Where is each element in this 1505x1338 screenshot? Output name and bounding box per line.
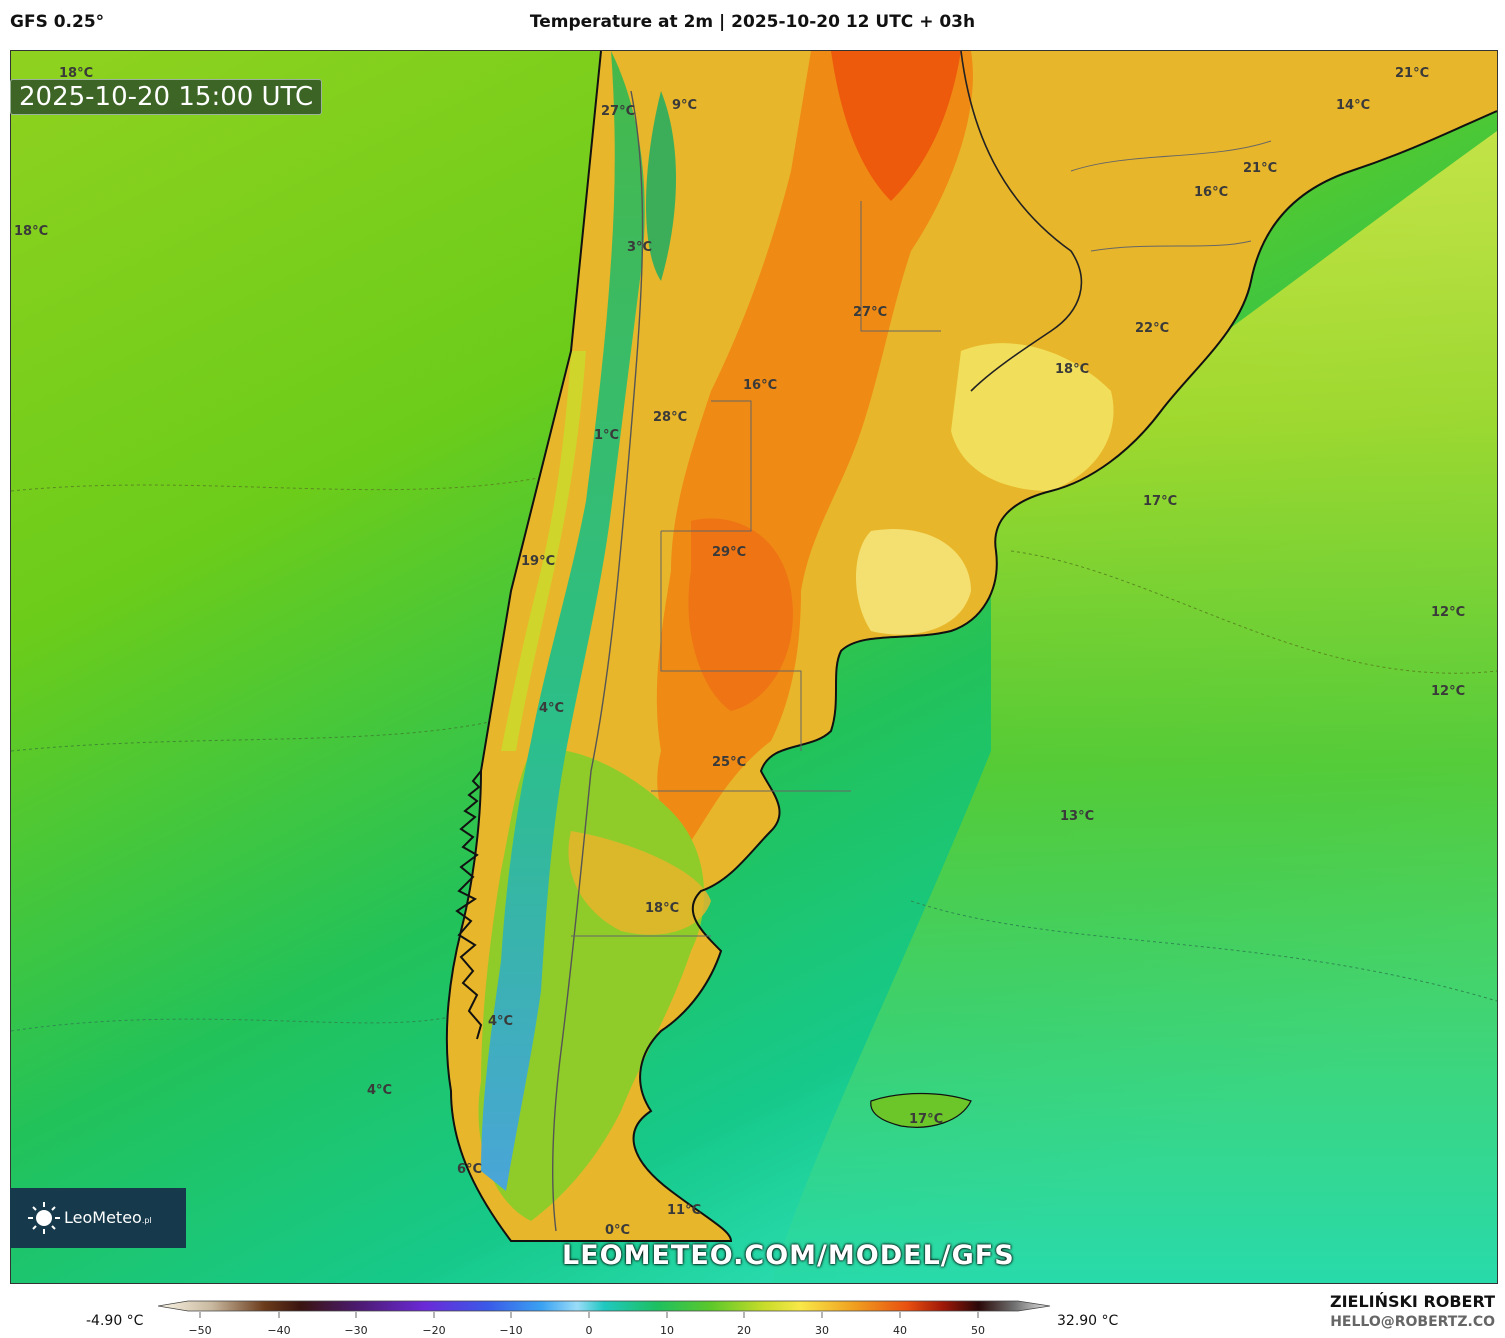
temp-label: 18°C: [1055, 362, 1089, 377]
colorbar: −50 −40 −30 −20 −10 0 10 20 30 40 50: [158, 1300, 1051, 1337]
temp-label: 0°C: [605, 1223, 630, 1238]
temp-label: 28°C: [653, 410, 687, 425]
colorbar-min-label: -4.90 °C: [86, 1313, 144, 1329]
temp-label: 17°C: [1143, 494, 1177, 509]
map-canvas: 18°C 18°C 27°C 9°C 3°C 27°C 16°C 28°C 1°…: [11, 51, 1497, 1283]
author-email[interactable]: HELLO@ROBERTZ.CO: [1330, 1314, 1495, 1330]
temp-label: 4°C: [488, 1014, 513, 1029]
temp-label: 18°C: [59, 66, 93, 81]
leometeo-logo[interactable]: LeoMeteo.pl: [10, 1188, 186, 1248]
temp-label: 18°C: [14, 224, 48, 239]
colorbar-tick: 0: [586, 1324, 593, 1337]
temp-label: 21°C: [1395, 66, 1429, 81]
temp-label: 11°C: [667, 1203, 701, 1218]
author-name: ZIELIŃSKI ROBERT: [1329, 1292, 1495, 1311]
temp-label: 17°C: [909, 1112, 943, 1127]
temperature-map: 18°C 18°C 27°C 9°C 3°C 27°C 16°C 28°C 1°…: [10, 50, 1498, 1284]
temp-label: 16°C: [1194, 185, 1228, 200]
temp-label: 14°C: [1336, 98, 1370, 113]
map-title: Temperature at 2m | 2025-10-20 12 UTC + …: [529, 12, 976, 32]
temp-label: 6°C: [457, 1162, 482, 1177]
colorbar-tick: 50: [971, 1324, 985, 1337]
colorbar-max-label: 32.90 °C: [1057, 1313, 1119, 1329]
watermark-url: LEOMETEO.COM/MODEL/GFS: [562, 1240, 1015, 1271]
temp-label: 12°C: [1431, 605, 1465, 620]
temp-label: 25°C: [712, 755, 746, 770]
sun-icon: [28, 1202, 60, 1234]
colorbar-tick: −10: [499, 1324, 522, 1337]
model-name: GFS 0.25°: [10, 12, 105, 32]
colorbar-tick: 10: [660, 1324, 674, 1337]
temp-label: 19°C: [521, 554, 555, 569]
colorbar-tick: 30: [815, 1324, 829, 1337]
temp-label: 4°C: [367, 1083, 392, 1098]
temp-label: 12°C: [1431, 684, 1465, 699]
temp-label: 4°C: [539, 701, 564, 716]
temp-label: 1°C: [594, 428, 619, 443]
colorbar-tick: −50: [188, 1324, 211, 1337]
temp-label: 27°C: [601, 104, 635, 119]
temp-label: 9°C: [672, 98, 697, 113]
temp-label: 16°C: [743, 378, 777, 393]
valid-time-badge: 2025-10-20 15:00 UTC: [10, 79, 323, 115]
colorbar-tick: 40: [893, 1324, 907, 1337]
temp-label: 29°C: [712, 545, 746, 560]
colorbar-tick: 20: [737, 1324, 751, 1337]
temp-label: 3°C: [627, 240, 652, 255]
colorbar-tick: −20: [422, 1324, 445, 1337]
temp-label: 21°C: [1243, 161, 1277, 176]
colorbar-tick: −40: [267, 1324, 290, 1337]
temp-label: 18°C: [645, 901, 679, 916]
temp-label: 27°C: [853, 305, 887, 320]
temp-label: 22°C: [1135, 321, 1169, 336]
logo-suffix: .pl: [141, 1216, 152, 1225]
colorbar-tick: −30: [344, 1324, 367, 1337]
logo-text: LeoMeteo: [64, 1208, 142, 1227]
temp-label: 13°C: [1060, 809, 1094, 824]
